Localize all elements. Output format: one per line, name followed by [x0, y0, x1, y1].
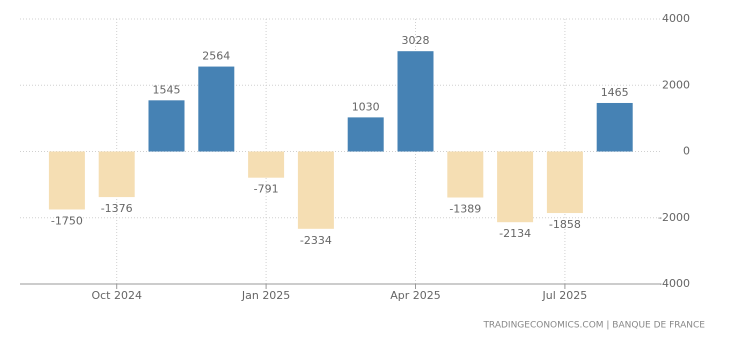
bar — [48, 151, 85, 210]
bar — [497, 151, 534, 223]
bar — [148, 100, 185, 152]
bar — [248, 151, 285, 178]
value-label: -1376 — [101, 202, 133, 215]
value-label: -2134 — [499, 227, 531, 240]
x-tick-label: Apr 2025 — [390, 289, 441, 302]
bar — [546, 151, 583, 214]
value-label: -791 — [254, 183, 279, 196]
source: TRADINGECONOMICS.COM | BANQUE DE FRANCE — [482, 321, 705, 331]
bar — [596, 102, 633, 152]
bar — [447, 151, 484, 198]
y-tick-label: -2000 — [658, 211, 690, 224]
value-label: -1858 — [549, 218, 581, 231]
value-label: 1465 — [601, 86, 629, 99]
value-label: 2564 — [202, 50, 230, 63]
value-label: -1389 — [449, 203, 481, 216]
x-tick-label: Jan 2025 — [241, 289, 290, 302]
y-tick-label: 2000 — [662, 78, 690, 91]
y-tick-label: 4000 — [662, 12, 690, 25]
bar — [347, 117, 384, 152]
bar — [98, 151, 135, 198]
bar — [198, 66, 235, 152]
value-label: 1030 — [352, 100, 380, 113]
value-label: -2334 — [300, 234, 332, 247]
x-tick-label: Jul 2025 — [542, 289, 588, 302]
y-tick-label: 0 — [683, 145, 690, 158]
bar — [297, 151, 334, 229]
x-tick-label: Oct 2024 — [91, 289, 142, 302]
value-label: 3028 — [402, 34, 430, 47]
bar — [397, 51, 434, 152]
value-label: -1750 — [51, 214, 83, 227]
value-label: 1545 — [153, 83, 181, 96]
y-tick-label: -4000 — [658, 277, 690, 290]
